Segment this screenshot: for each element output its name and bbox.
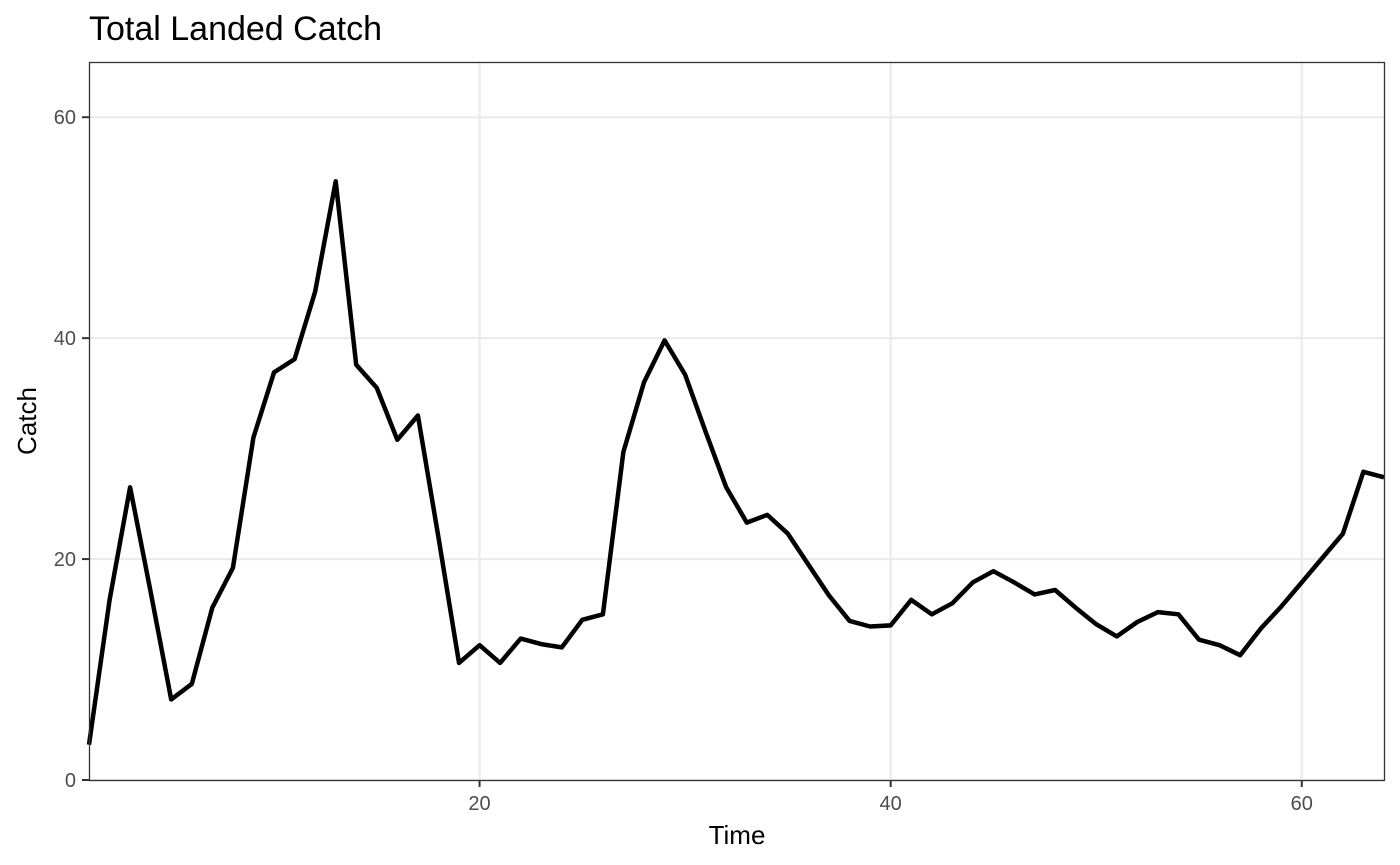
y-axis-label: Catch (12, 387, 42, 455)
y-tick-label: 0 (65, 770, 76, 792)
series-layer (86, 179, 1385, 746)
y-tick-label: 60 (54, 107, 76, 129)
x-axis: 20 40 60 (468, 780, 1313, 815)
catch-series-line (86, 179, 1385, 746)
x-axis-label: Time (709, 820, 766, 850)
panel-border (88, 61, 1386, 782)
x-tick-label: 60 (1291, 793, 1313, 815)
gridlines (89, 62, 1384, 782)
y-axis: 0 20 40 60 (54, 107, 89, 792)
chart-title: Total Landed Catch (89, 10, 382, 48)
y-tick-label: 20 (54, 549, 76, 571)
x-tick-label: 20 (468, 793, 490, 815)
x-tick-label: 40 (880, 793, 902, 815)
y-tick-label: 40 (54, 328, 76, 350)
